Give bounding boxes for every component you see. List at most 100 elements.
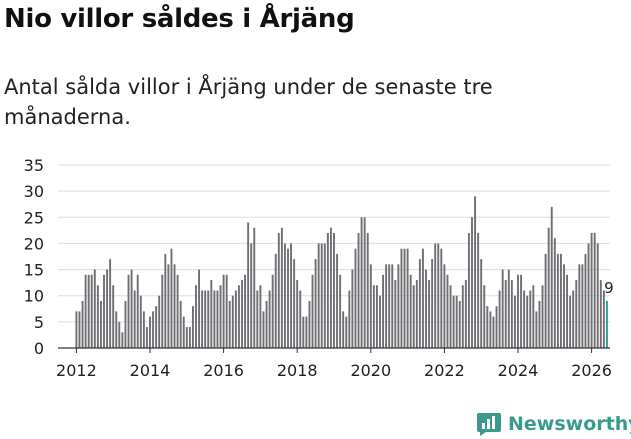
bar — [375, 285, 378, 348]
bar — [572, 290, 575, 348]
x-tick-label: 2016 — [203, 361, 244, 380]
bar — [575, 280, 578, 348]
bar — [593, 232, 596, 348]
bar — [179, 300, 182, 348]
bar — [271, 274, 274, 348]
newsworthy-logo-icon — [477, 413, 501, 436]
newsworthy-logo[interactable]: Newsworthy — [476, 410, 631, 438]
bar — [369, 264, 372, 348]
x-tick-label: 2026 — [571, 361, 612, 380]
x-tick-label: 2024 — [498, 361, 539, 380]
bar — [406, 248, 409, 348]
bar — [323, 243, 326, 348]
bar — [311, 274, 314, 348]
bar — [578, 264, 581, 348]
bar — [268, 290, 271, 348]
bar — [121, 332, 124, 348]
bar — [507, 269, 510, 348]
bar — [351, 269, 354, 348]
chart-subtitle: Antal sålda villor i Årjäng under de sen… — [4, 75, 493, 129]
bar — [185, 327, 188, 348]
bar — [467, 232, 470, 348]
bar — [544, 253, 547, 348]
logo-text: Newsworthy — [508, 413, 631, 435]
bar — [428, 280, 431, 348]
bar — [210, 280, 213, 348]
bar — [262, 311, 265, 348]
bar — [602, 290, 605, 348]
y-tick-label: 35 — [24, 156, 44, 175]
bar — [440, 248, 443, 348]
bar — [513, 295, 516, 348]
bar — [201, 290, 204, 348]
bar — [81, 300, 84, 348]
bar — [198, 269, 201, 348]
bar — [425, 269, 427, 348]
bar — [385, 264, 388, 348]
bar — [541, 285, 544, 348]
bar — [443, 264, 446, 348]
x-tick-label: 2018 — [277, 361, 318, 380]
bar — [403, 248, 406, 348]
y-tick-label: 30 — [24, 182, 44, 201]
bar — [182, 316, 185, 348]
bar — [498, 290, 501, 348]
y-axis: 0 5 10 15 20 25 30 35 — [24, 156, 44, 358]
bar — [106, 269, 109, 348]
bar — [241, 280, 243, 348]
bar — [584, 253, 587, 348]
bar — [452, 295, 455, 348]
bar — [112, 285, 115, 348]
bar — [400, 248, 403, 348]
bar — [237, 285, 240, 348]
bar — [265, 300, 268, 348]
bar — [326, 232, 329, 348]
bar — [354, 248, 357, 348]
bar — [449, 285, 452, 348]
bar — [225, 274, 228, 348]
bar — [305, 316, 308, 348]
bar — [287, 248, 289, 348]
bar — [360, 217, 363, 348]
bar — [357, 232, 360, 348]
y-tick-label: 0 — [34, 339, 44, 358]
bar — [127, 274, 130, 348]
bar — [421, 248, 424, 348]
bar — [320, 243, 323, 348]
bar — [569, 295, 572, 348]
bar — [136, 274, 139, 348]
bar — [483, 285, 486, 348]
bar — [207, 290, 210, 348]
x-tick-label: 2014 — [130, 361, 171, 380]
bar — [587, 243, 590, 348]
bar — [556, 253, 559, 348]
bar — [259, 285, 262, 348]
bar — [164, 253, 167, 348]
bar — [458, 300, 461, 348]
bar — [342, 311, 345, 348]
bar — [158, 295, 161, 348]
bar — [492, 316, 495, 348]
x-tick-label: 2020 — [350, 361, 391, 380]
y-tick-label: 5 — [34, 313, 44, 332]
bar — [231, 295, 234, 348]
last-value-label: 9 — [604, 279, 614, 297]
bar — [213, 290, 216, 348]
bar — [109, 259, 112, 348]
y-tick-label: 10 — [24, 287, 44, 306]
x-tick-label: 2012 — [56, 361, 97, 380]
bar — [412, 285, 415, 348]
bar — [348, 290, 351, 348]
bar — [535, 311, 538, 348]
bar — [216, 290, 219, 348]
bar — [176, 274, 179, 348]
bar — [461, 285, 464, 348]
x-axis: 2012 2014 2016 2018 2020 2022 2024 2026 — [56, 347, 612, 380]
bar — [274, 253, 277, 348]
bar — [96, 285, 99, 348]
bar — [434, 243, 437, 348]
y-tick-label: 15 — [24, 261, 44, 280]
bar — [397, 264, 400, 348]
data-labels: 9 — [604, 279, 614, 297]
bar — [605, 300, 608, 348]
